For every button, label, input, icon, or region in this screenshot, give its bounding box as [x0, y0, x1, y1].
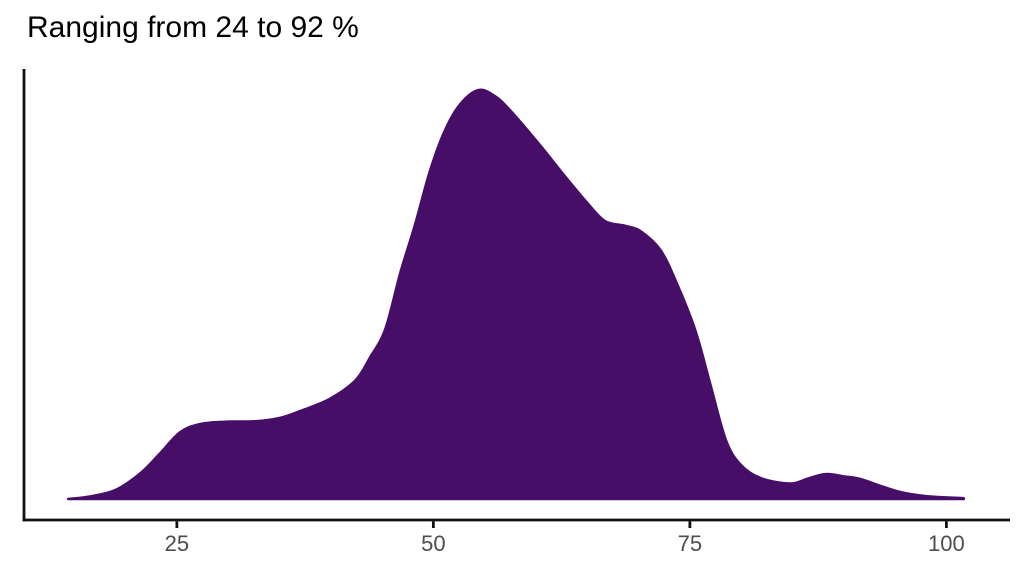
x-axis-tick-label: 50 — [421, 531, 446, 556]
x-axis-tick-label: 25 — [164, 531, 190, 556]
density-area — [66, 88, 966, 501]
chart-title: Ranging from 24 to 92 % — [27, 11, 359, 44]
x-axis-tick-label: 75 — [677, 531, 703, 556]
x-axis-tick-label: 100 — [928, 531, 965, 556]
